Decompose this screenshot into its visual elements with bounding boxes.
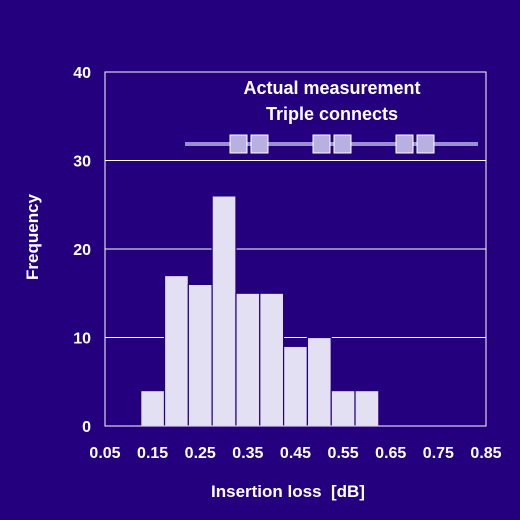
x-tick-label: 0.25 [185, 445, 216, 462]
x-tick-label: 0.15 [137, 445, 168, 462]
bar-8 [330, 390, 356, 427]
x-axis-title: Insertion loss [dB] [211, 482, 365, 501]
x-tick-label: 0.45 [280, 445, 311, 462]
bar-4 [235, 292, 261, 427]
annotation-line-1: Actual measurement [243, 78, 420, 98]
y-axis-title: Frequency [23, 193, 42, 280]
x-axis-ticks: 0.05 0.15 0.25 0.35 0.45 0.55 0.65 0.75 0.85 [89, 445, 501, 462]
bar-2 [187, 283, 213, 427]
x-tick-label: 0.75 [423, 445, 454, 462]
y-tick-label: 30 [73, 154, 91, 171]
bar-7 [306, 336, 332, 427]
bar-9 [354, 390, 380, 427]
connector-chain-icon [185, 134, 478, 154]
x-tick-label: 0.65 [375, 445, 406, 462]
y-tick-label: 10 [73, 331, 91, 348]
histogram-bars [140, 195, 380, 427]
bar-1 [163, 274, 189, 427]
y-tick-label: 40 [73, 65, 91, 82]
y-tick-label: 0 [82, 419, 91, 436]
bar-0 [140, 390, 166, 427]
bar-5 [259, 292, 285, 427]
y-tick-label: 20 [73, 242, 91, 259]
plot-frame [104, 71, 487, 427]
bar-3 [211, 195, 237, 427]
annotation-line-2: Triple connects [266, 104, 398, 124]
x-tick-label: 0.05 [89, 445, 120, 462]
x-tick-label: 0.35 [232, 445, 263, 462]
bar-6 [282, 345, 309, 427]
y-axis-ticks: 0 10 20 30 40 [73, 65, 91, 436]
x-tick-label: 0.85 [470, 445, 501, 462]
x-tick-label: 0.55 [328, 445, 359, 462]
